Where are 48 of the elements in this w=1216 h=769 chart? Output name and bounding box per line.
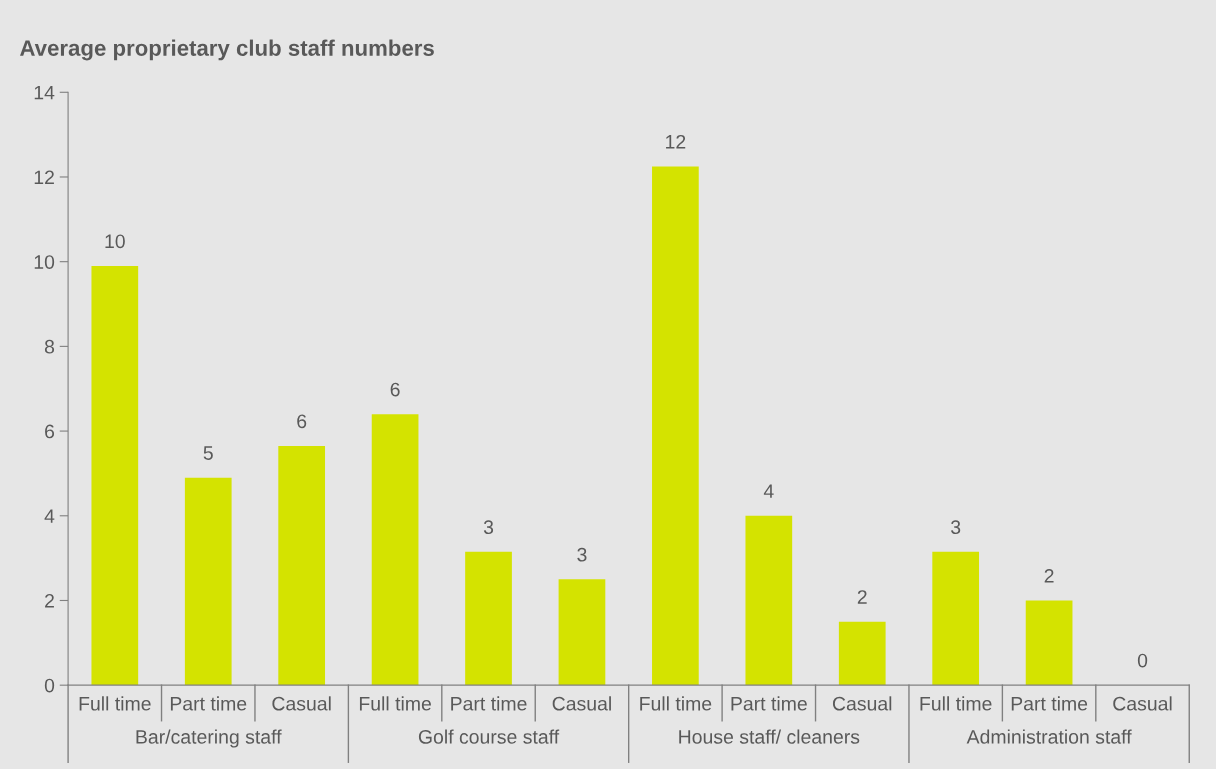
bar [184, 477, 232, 686]
y-tick-label: 14 [34, 85, 55, 100]
data-label: 0 [1137, 653, 1148, 668]
bar [558, 579, 606, 686]
data-label: 3 [577, 547, 587, 562]
data-label: 6 [297, 414, 307, 429]
x-tick-label: Casual [832, 696, 892, 711]
bar [838, 621, 886, 686]
y-tick-label: 4 [44, 509, 55, 523]
bar [91, 265, 139, 686]
chart-title: Average proprietary club staff numbers [20, 39, 434, 61]
bar [278, 445, 326, 686]
data-label: 3 [951, 520, 961, 535]
x-tick-label: Part time [170, 696, 247, 711]
x-tick-label: Part time [1011, 696, 1088, 711]
text: Administration staff [966, 729, 1132, 744]
data-label: 10 [105, 234, 125, 249]
x-tick-label: Casual [1113, 696, 1172, 711]
data-label: 2 [1044, 568, 1054, 583]
y-tick-label: 0 [44, 678, 55, 693]
data-label: 12 [666, 134, 686, 149]
x-tick-label: Part time [731, 696, 807, 711]
text: Golf course staff [418, 729, 560, 744]
bar [652, 166, 699, 686]
data-label: 6 [390, 382, 400, 397]
data-label: 3 [483, 520, 494, 535]
data-label: 5 [203, 446, 213, 460]
bar [1025, 600, 1073, 686]
x-tick-label: Part time [451, 696, 527, 711]
x-tick-label: Casual [272, 696, 331, 711]
x-tick-label: Full time [79, 696, 151, 711]
bar [745, 515, 793, 686]
bar [932, 551, 980, 686]
x-tick-label: Full time [920, 696, 992, 711]
x-tick-label: Full time [640, 696, 712, 711]
y-tick-label: 2 [45, 593, 54, 608]
text: Bar/catering staff [136, 729, 282, 748]
data-label: 2 [857, 590, 867, 604]
y-tick-label: 10 [34, 255, 55, 269]
text: House staff/ cleaners [679, 729, 860, 744]
y-tick-label: 6 [45, 424, 55, 439]
y-tick-label: 8 [44, 339, 55, 354]
x-tick-label: Full time [359, 696, 431, 711]
y-tick-label: 12 [34, 170, 54, 185]
bar [465, 551, 512, 686]
x-tick-label: Casual [552, 696, 611, 711]
bar [371, 414, 419, 686]
data-label: 4 [763, 484, 774, 498]
